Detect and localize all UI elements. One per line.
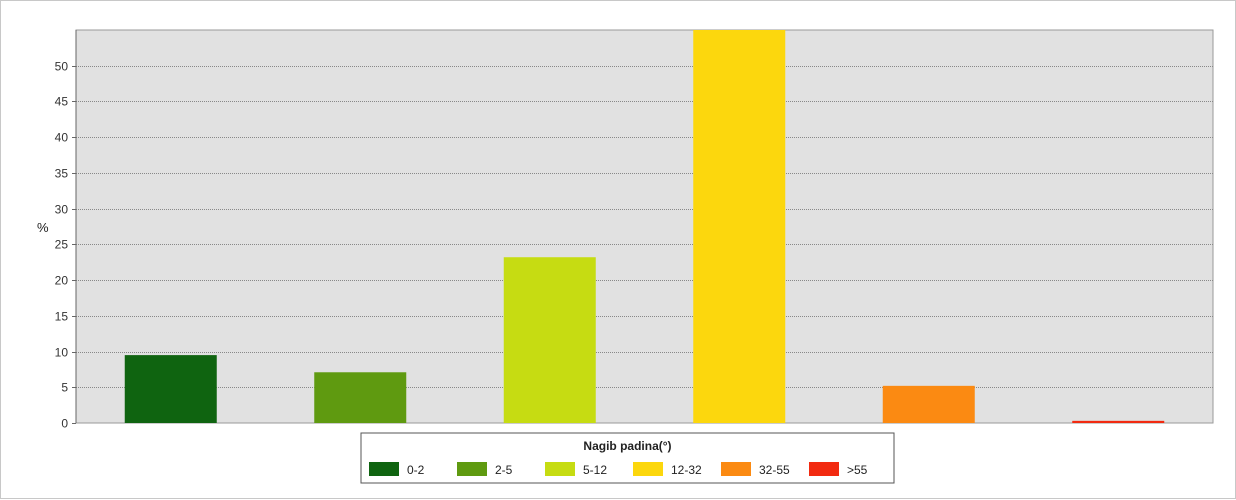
y-tick-label: 40 (55, 131, 69, 145)
legend-swatch-12-32 (633, 462, 663, 476)
legend-label-0-2: 0-2 (407, 463, 425, 477)
y-tick-label: 25 (55, 238, 69, 252)
legend-swatch-0-2 (369, 462, 399, 476)
legend-label-12-32: 12-32 (671, 463, 702, 477)
bar-2-5 (314, 372, 407, 423)
legend-label-2-5: 2-5 (495, 463, 513, 477)
legend: Nagib padina(°) 0-2 2-5 5-12 12-32 32-55 >55 (360, 432, 895, 484)
legend-box (360, 432, 895, 484)
legend-items: 0-2 2-5 5-12 12-32 32-55 >55 (369, 462, 868, 477)
bar-32-55 (882, 385, 975, 423)
plot-area (75, 29, 1214, 424)
bar-0-2 (124, 355, 217, 423)
legend-title: Nagib padina(°) (583, 439, 671, 453)
y-tick-label: 35 (55, 167, 69, 181)
bar->55 (1072, 420, 1165, 423)
y-tick-label: 20 (55, 274, 69, 288)
y-tick-label: 0 (61, 417, 68, 431)
legend-swatch->55 (809, 462, 839, 476)
gridlines (76, 66, 1213, 388)
legend-swatch-5-12 (545, 462, 575, 476)
legend-label->55: >55 (847, 463, 868, 477)
legend-label-5-12: 5-12 (583, 463, 607, 477)
y-tick-label: 15 (55, 310, 69, 324)
bar-5-12 (503, 257, 596, 423)
legend-swatch-32-55 (721, 462, 751, 476)
y-tick-label: 30 (55, 203, 69, 217)
bar-12-32 (693, 30, 786, 423)
y-tick-label: 5 (61, 381, 68, 395)
y-tick-label: 10 (55, 346, 69, 360)
y-axis-title: % (37, 220, 49, 235)
y-tick-label: 45 (55, 95, 69, 109)
legend-label-32-55: 32-55 (759, 463, 790, 477)
y-axis: 0 5 10 15 20 25 30 35 40 45 50 (55, 30, 77, 431)
y-tick-label: 50 (55, 60, 69, 74)
legend-swatch-2-5 (457, 462, 487, 476)
bars (124, 30, 1165, 423)
